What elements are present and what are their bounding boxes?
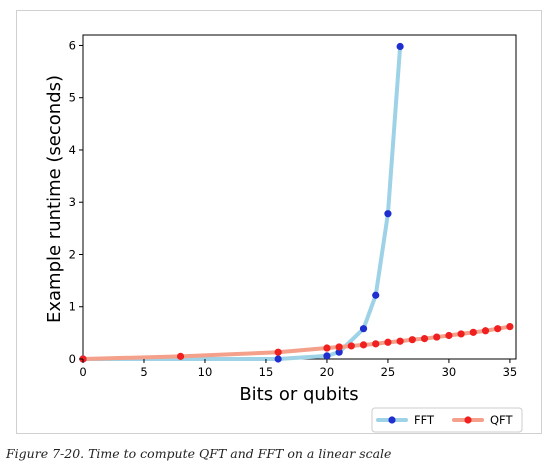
data-point-qft bbox=[469, 328, 477, 336]
data-point-qft bbox=[481, 327, 490, 335]
x-tick-label: 0 bbox=[79, 365, 86, 379]
plot-frame bbox=[82, 34, 517, 360]
data-point-fft bbox=[359, 325, 368, 333]
data-point-qft bbox=[176, 352, 185, 360]
x-tick-label: 5 bbox=[140, 365, 147, 379]
y-tick-label: 0 bbox=[69, 352, 76, 366]
x-tick-label: 35 bbox=[503, 365, 518, 379]
series-layer bbox=[79, 42, 514, 363]
x-tick-label: 25 bbox=[381, 365, 396, 379]
data-point-qft bbox=[323, 344, 331, 352]
data-point-fft bbox=[372, 291, 380, 299]
data-point-qft bbox=[396, 337, 404, 345]
data-point-qft bbox=[506, 323, 514, 331]
y-tick-label: 3 bbox=[69, 195, 76, 209]
x-tick-label: 20 bbox=[320, 365, 335, 379]
data-point-qft bbox=[420, 335, 429, 343]
x-tick-label: 15 bbox=[259, 365, 274, 379]
x-tick-label: 30 bbox=[442, 365, 457, 379]
data-point-qft bbox=[347, 342, 355, 350]
data-point-qft bbox=[457, 330, 465, 338]
y-axis-title: Example runtime (seconds) bbox=[44, 75, 65, 323]
figure-caption: Figure 7-20. Time to compute QFT and FFT… bbox=[6, 446, 392, 461]
data-point-fft bbox=[396, 42, 404, 51]
data-point-qft bbox=[372, 340, 380, 348]
data-point-qft bbox=[408, 336, 416, 344]
legend-label-qft: QFT bbox=[490, 413, 513, 427]
data-point-qft bbox=[445, 331, 453, 340]
data-point-qft bbox=[384, 338, 392, 346]
axes-layer: 0 5 10 15 20 25 30 35 0 1 2 3 4 5 6 bbox=[69, 38, 518, 379]
legend: FFT QFT bbox=[371, 407, 523, 433]
y-tick-label: 2 bbox=[69, 247, 76, 261]
data-point-qft bbox=[335, 343, 343, 351]
runtime-chart: 0 5 10 15 20 25 30 35 0 1 2 3 4 5 6 Bits or qubits Exa… bbox=[44, 34, 523, 433]
data-point-fft bbox=[323, 352, 331, 360]
data-point-fft bbox=[274, 355, 282, 363]
x-tick-label: 10 bbox=[198, 365, 213, 379]
y-tick-label: 1 bbox=[69, 300, 76, 314]
legend-box bbox=[371, 407, 523, 433]
data-point-fft bbox=[335, 348, 343, 356]
legend-label-fft: FFT bbox=[414, 413, 435, 427]
series-line-fft bbox=[81, 44, 403, 361]
y-tick-label: 6 bbox=[69, 38, 76, 52]
data-point-qft bbox=[274, 348, 282, 356]
y-tick-label: 4 bbox=[69, 143, 76, 157]
data-point-qft bbox=[359, 341, 368, 349]
plot-area bbox=[82, 34, 517, 360]
y-tick-label: 5 bbox=[69, 91, 76, 105]
data-point-qft bbox=[433, 333, 441, 341]
legend-swatch-marker-qft bbox=[464, 416, 472, 424]
x-axis-title: Bits or qubits bbox=[239, 384, 358, 405]
legend-swatch-marker-fft bbox=[388, 416, 396, 424]
data-point-qft bbox=[494, 325, 502, 333]
data-point-fft bbox=[384, 210, 392, 218]
